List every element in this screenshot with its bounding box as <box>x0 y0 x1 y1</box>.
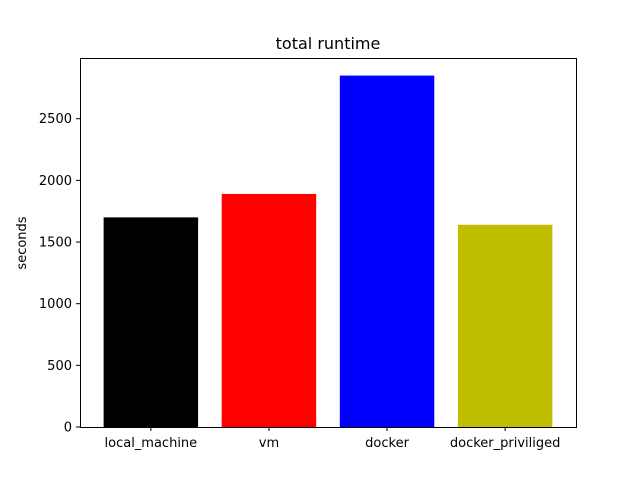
chart-title: total runtime <box>276 34 381 53</box>
y-tick-label: 0 <box>64 421 72 436</box>
y-tick-label: 2500 <box>39 112 72 127</box>
bar-vm <box>221 193 317 427</box>
bar-local_machine <box>103 217 199 427</box>
y-axis: 0 500 1000 1500 2000 2500 <box>39 112 80 436</box>
y-axis-title: seconds <box>15 216 30 269</box>
bars-group <box>103 75 553 428</box>
bar-docker <box>339 75 435 428</box>
x-tick-label: docker_priviliged <box>450 436 561 451</box>
y-tick-label: 2000 <box>39 174 72 189</box>
y-tick-label: 500 <box>47 359 72 374</box>
x-axis: local_machine vm docker docker_priviliged <box>105 427 561 451</box>
x-tick-label: vm <box>259 436 279 451</box>
y-tick-label: 1500 <box>39 236 72 251</box>
y-tick-label: 1000 <box>39 297 72 312</box>
plot-frame <box>80 58 577 428</box>
x-tick-label: docker <box>365 436 409 451</box>
x-tick-label: local_machine <box>105 436 198 451</box>
bar-docker_priviliged <box>457 224 553 427</box>
